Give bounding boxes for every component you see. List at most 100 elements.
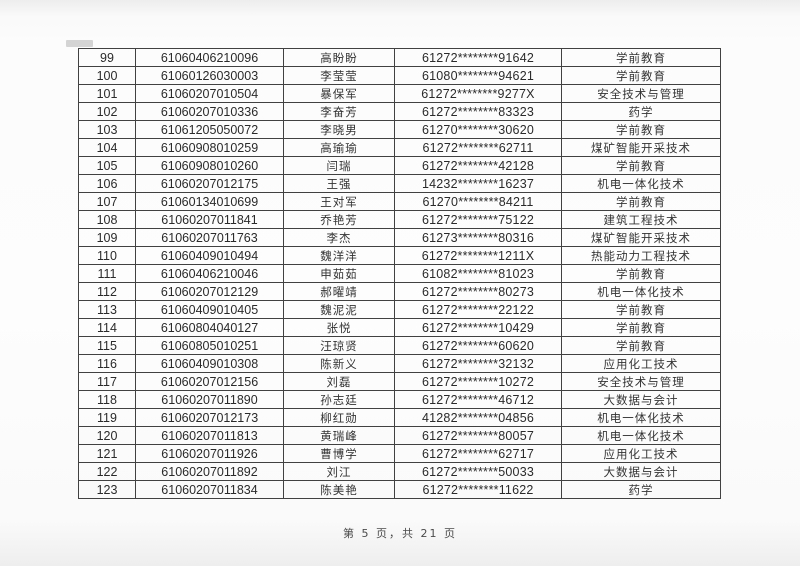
cell-major: 安全技术与管理 [561,372,721,391]
cell-major: 学前教育 [561,300,721,319]
cell-row-number: 103 [78,120,136,139]
table-row: 109 61060207011763 李杰 61273********80316 煤矿智… [78,228,721,247]
cell-major: 机电一体化技术 [561,174,721,193]
cell-row-number: 110 [78,246,136,265]
table-row: 105 61060908010260 闫瑞 61272********42128 学前教… [78,156,721,175]
table-row: 121 61060207011926 曹博学 61272********62717 应用… [78,444,721,463]
cell-major: 煤矿智能开采技术 [561,138,721,157]
cell-masked-id-number: 61272********32132 [394,354,562,373]
cell-masked-id-number: 61272********50033 [394,462,562,481]
cell-candidate-name: 曹博学 [283,444,395,463]
cell-major: 药学 [561,480,721,499]
table-row: 118 61060207011890 孙志廷 61272********46712 大数… [78,390,721,409]
cell-row-number: 119 [78,408,136,427]
cell-major: 学前教育 [561,318,721,337]
cell-row-number: 113 [78,300,136,319]
cell-major: 学前教育 [561,336,721,355]
cell-row-number: 116 [78,354,136,373]
cell-exam-id: 61060126030003 [135,66,284,85]
cell-exam-id: 61060207011892 [135,462,284,481]
cell-major: 机电一体化技术 [561,282,721,301]
cell-row-number: 122 [78,462,136,481]
cell-exam-id: 61060207010336 [135,102,284,121]
cell-exam-id: 61060134010699 [135,192,284,211]
cell-row-number: 112 [78,282,136,301]
cell-row-number: 107 [78,192,136,211]
cell-major: 安全技术与管理 [561,84,721,103]
cell-row-number: 99 [78,48,136,67]
cell-masked-id-number: 61272********1211X [394,246,562,265]
table-row: 106 61060207012175 王强 14232********16237 机电一… [78,174,721,193]
table-row: 115 61060805010251 汪琼贤 61272********60620 学前… [78,336,721,355]
cell-row-number: 121 [78,444,136,463]
cell-masked-id-number: 61270********30620 [394,120,562,139]
cell-candidate-name: 王对军 [283,192,395,211]
cell-major: 学前教育 [561,156,721,175]
cell-major: 大数据与会计 [561,390,721,409]
cell-exam-id: 61060207012156 [135,372,284,391]
table-row: 103 61061205050072 李晓男 61270********30620 学前… [78,120,721,139]
cell-masked-id-number: 61272********80273 [394,282,562,301]
table-row: 99 61060406210096 高盼盼 61272********91642 学前教… [78,48,721,67]
cell-candidate-name: 李莹莹 [283,66,395,85]
cell-masked-id-number: 14232********16237 [394,174,562,193]
scan-artifact [66,40,93,47]
cell-exam-id: 61060908010259 [135,138,284,157]
candidate-roster-body: 99 61060406210096 高盼盼 61272********91642 学前教… [78,48,721,499]
cell-masked-id-number: 61272********62711 [394,138,562,157]
cell-masked-id-number: 61272********75122 [394,210,562,229]
page-number-footer: 第 5 页，共 21 页 [343,527,457,540]
cell-candidate-name: 乔艳芳 [283,210,395,229]
cell-exam-id: 61061205050072 [135,120,284,139]
table-row: 100 61060126030003 李莹莹 61080********94621 学前… [78,66,721,85]
table-row: 112 61060207012129 郝曜靖 61272********80273 机电… [78,282,721,301]
cell-row-number: 105 [78,156,136,175]
cell-major: 煤矿智能开采技术 [561,228,721,247]
candidate-roster-table: 99 61060406210096 高盼盼 61272********91642 学前教… [78,48,721,499]
cell-masked-id-number: 61272********91642 [394,48,562,67]
cell-candidate-name: 申茹茹 [283,264,395,283]
cell-masked-id-number: 61272********42128 [394,156,562,175]
cell-candidate-name: 刘磊 [283,372,395,391]
cell-row-number: 102 [78,102,136,121]
cell-candidate-name: 郝曜靖 [283,282,395,301]
cell-candidate-name: 柳红勋 [283,408,395,427]
cell-major: 机电一体化技术 [561,426,721,445]
cell-exam-id: 61060207011841 [135,210,284,229]
cell-row-number: 118 [78,390,136,409]
cell-candidate-name: 孙志廷 [283,390,395,409]
cell-major: 大数据与会计 [561,462,721,481]
cell-exam-id: 61060207010504 [135,84,284,103]
cell-masked-id-number: 61272********60620 [394,336,562,355]
cell-row-number: 100 [78,66,136,85]
cell-row-number: 106 [78,174,136,193]
cell-exam-id: 61060908010260 [135,156,284,175]
cell-row-number: 111 [78,264,136,283]
cell-major: 机电一体化技术 [561,408,721,427]
table-row: 119 61060207012173 柳红勋 41282********04856 机电… [78,408,721,427]
cell-exam-id: 61060805010251 [135,336,284,355]
cell-candidate-name: 黄瑞峰 [283,426,395,445]
cell-row-number: 104 [78,138,136,157]
table-row: 113 61060409010405 魏泥泥 61272********22122 学前… [78,300,721,319]
cell-exam-id: 61060804040127 [135,318,284,337]
cell-row-number: 114 [78,318,136,337]
cell-major: 学前教育 [561,264,721,283]
cell-exam-id: 61060207012173 [135,408,284,427]
cell-candidate-name: 李晓男 [283,120,395,139]
cell-exam-id: 61060409010494 [135,246,284,265]
cell-masked-id-number: 61272********22122 [394,300,562,319]
cell-row-number: 123 [78,480,136,499]
cell-exam-id: 61060207011813 [135,426,284,445]
cell-major: 学前教育 [561,120,721,139]
cell-exam-id: 61060406210046 [135,264,284,283]
cell-candidate-name: 汪琼贤 [283,336,395,355]
cell-exam-id: 61060409010308 [135,354,284,373]
cell-candidate-name: 张悦 [283,318,395,337]
cell-masked-id-number: 61272********10429 [394,318,562,337]
cell-candidate-name: 王强 [283,174,395,193]
cell-exam-id: 61060207012175 [135,174,284,193]
table-row: 104 61060908010259 高瑜瑜 61272********62711 煤矿… [78,138,721,157]
cell-candidate-name: 高瑜瑜 [283,138,395,157]
cell-row-number: 115 [78,336,136,355]
